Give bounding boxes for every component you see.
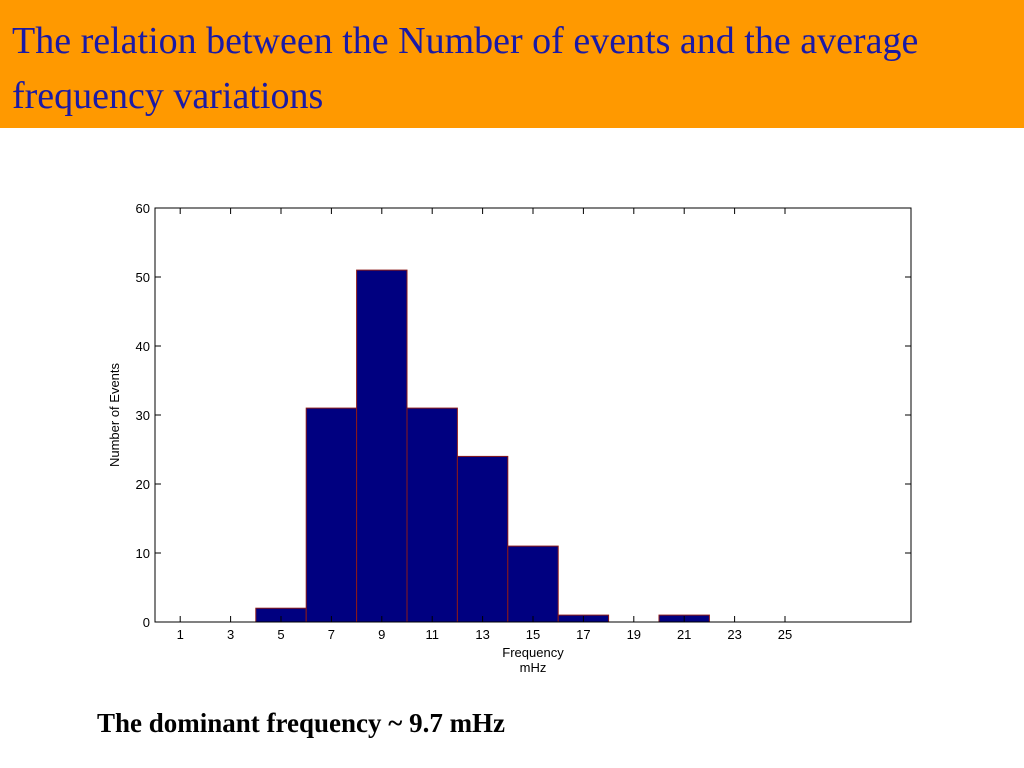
x-axis-unit: mHz xyxy=(520,660,547,675)
slide-title: The relation between the Number of event… xyxy=(12,20,919,117)
histogram-bar xyxy=(305,407,358,623)
x-tick-label: 21 xyxy=(677,627,691,642)
x-tick-label: 7 xyxy=(328,627,335,642)
histogram-bar xyxy=(507,545,559,623)
x-tick-label: 17 xyxy=(576,627,590,642)
histogram-bar xyxy=(356,269,408,623)
plot-frame xyxy=(154,207,912,623)
x-tick-label: 25 xyxy=(778,627,792,642)
x-tick-label: 19 xyxy=(627,627,641,642)
y-tick-label: 30 xyxy=(136,408,150,423)
histogram-bar xyxy=(406,407,458,623)
ticks-group xyxy=(155,207,911,623)
y-tick-label: 40 xyxy=(136,339,150,354)
x-axis-title: Frequency xyxy=(502,645,564,660)
x-tick-label: 15 xyxy=(526,627,540,642)
bars-group xyxy=(255,269,710,623)
x-tick-label: 11 xyxy=(425,627,439,642)
x-tick-label: 5 xyxy=(277,627,284,642)
dominant-frequency-caption: The dominant frequency ~ 9.7 mHz xyxy=(97,708,506,738)
x-tick-label: 3 xyxy=(227,627,234,642)
x-tick-label: 9 xyxy=(378,627,385,642)
y-tick-label: 10 xyxy=(136,546,150,561)
y-tick-label: 60 xyxy=(136,201,150,216)
x-tick-label: 13 xyxy=(475,627,489,642)
y-axis-title: Number of Events xyxy=(107,362,122,467)
y-tick-label: 0 xyxy=(143,615,150,630)
title-bar: The relation between the Number of event… xyxy=(0,0,1024,128)
y-tick-label: 50 xyxy=(136,270,150,285)
histogram-bar xyxy=(456,455,509,623)
x-tick-label: 23 xyxy=(727,627,741,642)
x-tick-label: 1 xyxy=(177,627,184,642)
y-tick-label: 20 xyxy=(136,477,150,492)
